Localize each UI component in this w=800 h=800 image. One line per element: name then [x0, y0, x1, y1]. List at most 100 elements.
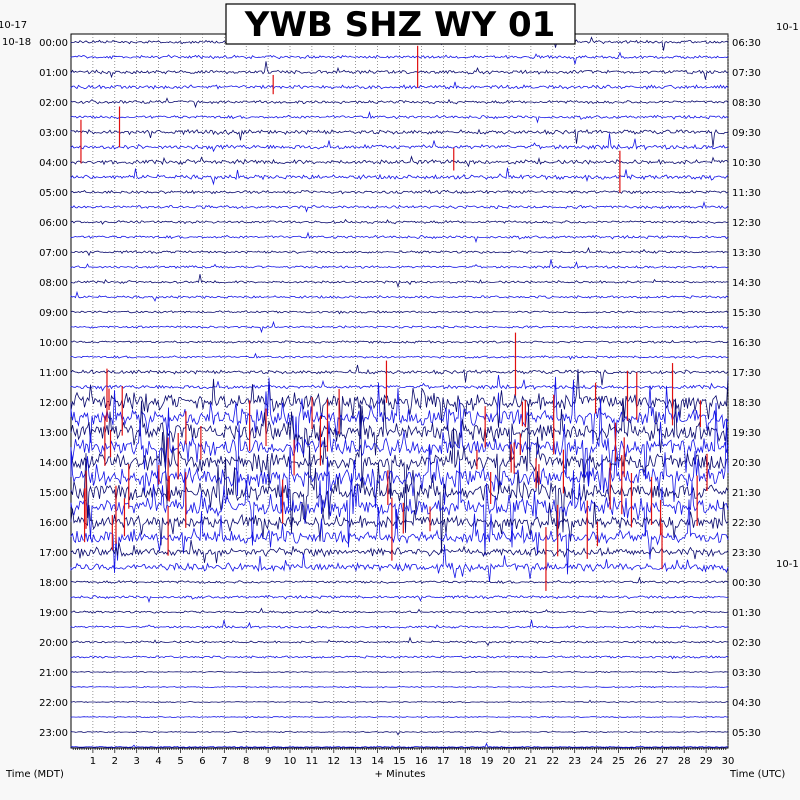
trace-line: [70, 398, 729, 497]
left-hour-label: 04:00: [39, 158, 68, 169]
trace-line: [70, 419, 729, 514]
right-top-date-label: 10-1: [776, 22, 799, 33]
x-tick-label: 2: [112, 756, 118, 767]
x-tick-label: 18: [459, 756, 472, 767]
right-hour-label: 05:30: [732, 728, 761, 739]
left-date-label: 10-18: [2, 37, 31, 48]
trace-line: [70, 456, 729, 556]
right-hour-label: 22:30: [732, 518, 761, 529]
trace-line: [70, 259, 729, 270]
trace-line: [70, 310, 729, 315]
x-tick-label: 9: [265, 756, 271, 767]
x-tick-label: 7: [221, 756, 227, 767]
x-tick-label: 29: [700, 756, 713, 767]
trace-line: [70, 290, 729, 302]
trace-line: [70, 61, 729, 80]
trace-line: [70, 499, 729, 575]
x-tick-label: 19: [481, 756, 494, 767]
trace-line: [70, 376, 729, 453]
x-tick-label: 6: [199, 756, 205, 767]
right-hour-label: 17:30: [732, 368, 761, 379]
left-hour-label: 20:00: [39, 638, 68, 649]
x-tick-label: 14: [371, 756, 384, 767]
left-hour-label: 10:00: [39, 338, 68, 349]
right-hour-label: 02:30: [732, 638, 761, 649]
x-tick-label: 8: [243, 756, 249, 767]
x-tick-label: 17: [437, 756, 450, 767]
right-mid-date-label: 10-1: [776, 559, 799, 570]
right-axis-title: Time (UTC): [729, 769, 785, 780]
right-hour-label: 07:30: [732, 68, 761, 79]
x-tick-label: 21: [525, 756, 538, 767]
trace-line: [70, 655, 729, 660]
left-axis-title: Time (MDT): [5, 769, 64, 780]
right-hour-label: 00:30: [732, 578, 761, 589]
trace-line: [70, 218, 728, 225]
trace-line: [70, 607, 729, 614]
trace-line: [70, 742, 729, 749]
x-tick-label: 26: [634, 756, 647, 767]
trace-line: [70, 685, 729, 689]
x-tick-label: 10: [284, 756, 297, 767]
left-hour-label: 11:00: [39, 368, 68, 379]
left-hour-label: 09:00: [39, 308, 68, 319]
clipped-spikes: [80, 45, 708, 591]
x-axis-label: + Minutes: [375, 769, 426, 780]
trace-line: [70, 320, 729, 334]
left-hour-label: 23:00: [39, 728, 68, 739]
trace-line: [70, 715, 728, 719]
x-tick-label: 11: [306, 756, 319, 767]
x-tick-label: 16: [415, 756, 428, 767]
trace-line: [70, 636, 728, 647]
x-tick-label: 12: [327, 756, 340, 767]
x-tick-label: 5: [177, 756, 183, 767]
right-hour-label: 16:30: [732, 338, 761, 349]
trace-line: [70, 246, 729, 257]
left-hour-label: 15:00: [39, 488, 68, 499]
trace-line: [70, 445, 729, 554]
right-hour-label: 23:30: [732, 548, 761, 559]
left-hour-label: 21:00: [39, 668, 68, 679]
left-hour-label: 16:00: [39, 518, 68, 529]
left-hour-label: 17:00: [39, 548, 68, 559]
trace-line: [70, 544, 729, 582]
right-hour-label: 14:30: [732, 278, 761, 289]
left-hour-label: 14:00: [39, 458, 68, 469]
x-tick-label: 23: [568, 756, 581, 767]
traces: [70, 33, 729, 749]
trace-line: [70, 594, 729, 604]
trace-line: [70, 539, 729, 564]
trace-line: [70, 167, 729, 186]
left-hour-label: 18:00: [39, 578, 68, 589]
trace-line: [70, 730, 729, 736]
trace-line: [70, 670, 729, 674]
left-hour-label: 05:00: [39, 188, 68, 199]
x-tick-label: 24: [590, 756, 603, 767]
right-hour-label: 08:30: [732, 98, 761, 109]
x-tick-label: 15: [393, 756, 406, 767]
trace-line: [70, 403, 729, 504]
right-hour-label: 03:30: [732, 668, 761, 679]
x-tick-label: 27: [656, 756, 669, 767]
trace-line: [70, 364, 729, 386]
chart-title: YWB SHZ WY 01: [244, 5, 556, 45]
left-hour-label: 22:00: [39, 698, 68, 709]
right-hour-label: 06:30: [732, 38, 761, 49]
trace-line: [70, 501, 729, 546]
right-hour-label: 19:30: [732, 428, 761, 439]
x-tick-label: 25: [612, 756, 625, 767]
left-hour-label: 00:00: [39, 38, 68, 49]
right-hour-label: 11:30: [732, 188, 761, 199]
x-tick-label: 30: [722, 756, 735, 767]
trace-line: [70, 97, 729, 109]
right-hour-label: 04:30: [732, 698, 761, 709]
trace-line: [70, 619, 729, 629]
trace-line: [70, 576, 729, 584]
trace-line: [70, 110, 729, 124]
right-hour-label: 12:30: [732, 218, 761, 229]
left-hour-label: 08:00: [39, 278, 68, 289]
right-hour-label: 13:30: [732, 248, 761, 259]
left-hour-label: 01:00: [39, 68, 68, 79]
trace-line: [70, 374, 729, 392]
